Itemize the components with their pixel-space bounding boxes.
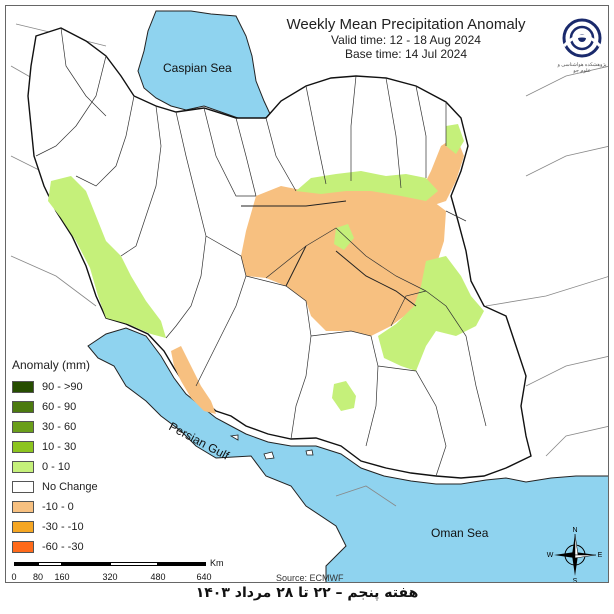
legend-label: 0 - 10: [42, 461, 71, 473]
oman-sea-label: Oman Sea: [431, 526, 489, 540]
title-main: Weekly Mean Precipitation Anomaly: [286, 16, 526, 33]
scale-bar: 0 80 160 320 480 640 Km: [11, 558, 223, 582]
legend-label: 30 - 60: [42, 421, 77, 433]
anomaly-dry-region: [241, 181, 446, 336]
scale-tick: 480: [150, 572, 166, 582]
legend-swatch: [12, 421, 34, 433]
legend-label: 10 - 30: [42, 441, 77, 453]
scale-seg-1: [14, 562, 38, 566]
anomaly-wet-north: [296, 171, 438, 201]
legend-swatch: [12, 441, 34, 453]
scale-tick: 160: [54, 572, 70, 582]
legend-row: -60 - -30: [12, 537, 138, 557]
legend-row: -10 - 0: [12, 497, 138, 517]
scale-seg-2: [38, 562, 62, 566]
legend-label: 90 - >90: [42, 381, 83, 393]
province-borders: [35, 27, 487, 477]
scale-tick: 80: [32, 572, 44, 582]
scale-tick: 640: [196, 572, 212, 582]
compass-w: W: [547, 552, 554, 559]
title-valid-time: Valid time: 12 - 18 Aug 2024: [331, 33, 481, 47]
legend: Anomaly (mm) 90 - >90 60 - 90 30 - 60 10 - …: [12, 358, 138, 557]
title-base-time: Base time: 14 Jul 2024: [344, 47, 468, 61]
legend-label: No Change: [42, 481, 98, 493]
legend-swatch: [12, 381, 34, 393]
north-arrow-icon: N S E W: [546, 526, 604, 583]
map-title: Weekly Mean Precipitation Anomaly Valid …: [236, 16, 576, 61]
scale-tick: 320: [102, 572, 118, 582]
legend-label: -10 - 0: [42, 501, 74, 513]
map-canvas: [10, 10, 608, 582]
legend-row: -30 - -10: [12, 517, 138, 537]
gulf-islands: [229, 434, 314, 460]
scale-seg-3: [62, 562, 110, 566]
anomaly-wet-south: [332, 381, 356, 411]
compass-s: S: [573, 578, 578, 583]
legend-swatch: [12, 481, 34, 493]
anomaly-wet-east: [378, 256, 484, 371]
legend-swatch: [12, 521, 34, 533]
legend-swatch: [12, 541, 34, 553]
legend-label: 60 - 90: [42, 401, 77, 413]
compass-e: E: [598, 552, 603, 559]
legend-swatch: [12, 501, 34, 513]
legend-row: 30 - 60: [12, 417, 138, 437]
logo-caption: پژوهشکده هواشناسی و علوم جو: [557, 62, 607, 74]
footer-caption: هفته پنجم – ۲۲ تا ۲۸ مرداد ۱۴۰۳: [195, 585, 419, 601]
legend-rows: 90 - >90 60 - 90 30 - 60 10 - 30 0 - 10 No Ch…: [12, 377, 138, 557]
legend-swatch: [12, 461, 34, 473]
legend-title: Anomaly (mm): [12, 358, 91, 372]
anomaly-wet-west: [48, 176, 166, 338]
scale-seg-4: [110, 562, 158, 566]
legend-row: 0 - 10: [12, 457, 138, 477]
anomaly-dry-coast: [171, 346, 216, 414]
legend-row: 10 - 30: [12, 437, 138, 457]
legend-label: -30 - -10: [42, 521, 84, 533]
legend-row: 90 - >90: [12, 377, 138, 397]
map-frame: Weekly Mean Precipitation Anomaly Valid …: [5, 5, 609, 583]
institute-logo: [556, 16, 608, 78]
scale-seg-5: [158, 562, 206, 566]
scale-unit: Km: [210, 558, 224, 568]
major-borders: [241, 200, 417, 307]
compass-n: N: [572, 527, 577, 534]
anomaly-wet-north-east: [446, 124, 464, 154]
legend-swatch: [12, 401, 34, 413]
legend-row: 60 - 90: [12, 397, 138, 417]
scale-tick: 0: [11, 572, 17, 582]
caspian-sea-label: Caspian Sea: [163, 61, 232, 75]
source-label: Source: ECMWF: [276, 573, 344, 583]
legend-row: No Change: [12, 477, 138, 497]
legend-label: -60 - -30: [42, 541, 84, 553]
